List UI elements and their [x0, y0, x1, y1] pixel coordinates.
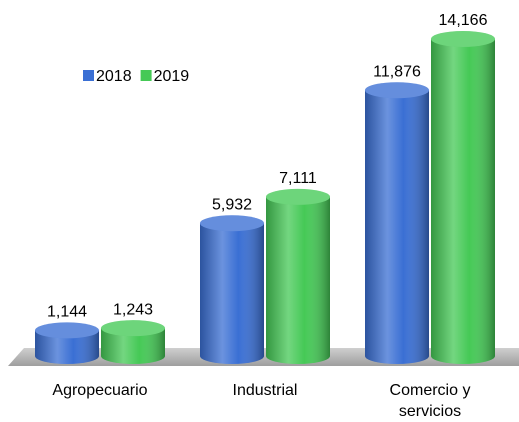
value-label: 5,932 [212, 196, 252, 213]
cylinder-top [35, 322, 99, 339]
x-tick-label: Industrial [232, 382, 298, 399]
cylinder-top [365, 82, 429, 99]
value-label: 7,111 [279, 170, 317, 187]
value-label: 14,166 [439, 12, 488, 29]
x-tick-label: Agropecuario [52, 382, 148, 399]
legend-label: 2019 [154, 68, 190, 85]
value-label: 11,876 [373, 63, 421, 80]
value-label: 1,144 [47, 304, 87, 321]
cylinder-top [431, 30, 495, 47]
cylinder-top [101, 320, 165, 337]
x-tick-label: Comercio y servicios [389, 382, 471, 420]
cylinder-top-light [200, 215, 264, 232]
legend-swatch [140, 70, 152, 81]
cylinder-top-light [101, 320, 165, 337]
legend-swatch [83, 70, 94, 81]
cylinder-top-light [266, 188, 330, 205]
bar-shade [266, 196, 330, 356]
cylinder-top-light [35, 322, 99, 339]
cylinder-top [266, 188, 330, 205]
value-label: 1,243 [113, 301, 153, 318]
bar-shade [200, 223, 264, 356]
cylinder-top [200, 215, 264, 232]
bar-shade [431, 38, 495, 357]
cylinder-top-light [431, 30, 495, 47]
cylinder-top-light [365, 82, 429, 99]
bar-shade [365, 90, 429, 356]
legend-label: 2018 [96, 68, 132, 85]
